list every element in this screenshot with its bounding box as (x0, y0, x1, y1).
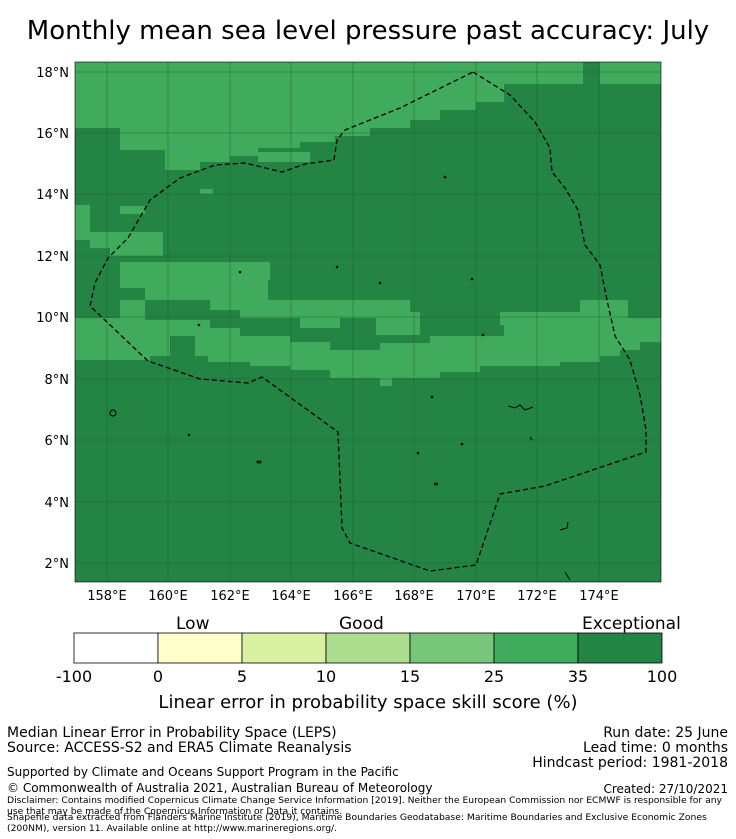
colorbar-tick: 25 (483, 667, 505, 686)
lat-tick-label: 4°N (45, 496, 70, 511)
colorbar-segment-15-25 (409, 632, 495, 664)
lat-tick-label: 10°N (36, 311, 69, 326)
lat-tick-label: 8°N (45, 373, 70, 388)
disclaimer: Disclaimer: Contains modified Copernicus… (7, 795, 722, 817)
skill-map: 18°N 16°N 14°N 12°N 10°N 8°N 6°N 4°N 2°N… (36, 61, 662, 604)
colorbar-tick: 5 (236, 667, 248, 686)
colorbar-tick: 0 (152, 667, 164, 686)
colorbar-category-low: Low (176, 614, 210, 634)
colorbar-segment-0-5 (157, 632, 243, 664)
good-patch-mid (258, 152, 310, 162)
map-panel: 18°N 16°N 14°N 12°N 10°N 8°N 6°N 4°N 2°N… (36, 61, 662, 604)
colorbar-segment-5-10 (241, 632, 327, 664)
colorbar-segment-25-35 (493, 632, 579, 664)
colorbar-tick: 35 (567, 667, 589, 686)
grid-lines (75, 62, 661, 582)
good-patch-ne (600, 62, 661, 84)
colorbar-tick: 10 (315, 667, 337, 686)
hindcast-period: Hindcast period: 1981-2018 (532, 755, 728, 771)
lon-tick-label: 158°E (87, 589, 127, 600)
metric-description: Median Linear Error in Probability Space… (7, 725, 337, 741)
lead-time: Lead time: 0 months (583, 740, 728, 756)
colorbar-tick: 100 (646, 667, 678, 686)
run-date: Run date: 25 June (603, 725, 728, 741)
map-raster (74, 61, 662, 583)
lon-tick-label: 162°E (210, 589, 250, 600)
lat-tick-label: 6°N (45, 434, 70, 449)
lat-tick-label: 18°N (36, 66, 69, 81)
lat-tick-label: 12°N (36, 250, 69, 265)
lon-tick-label: 168°E (394, 589, 434, 600)
islands (109, 175, 571, 581)
lat-tick-label: 2°N (45, 557, 70, 572)
created-date: Created: 27/10/2021 (603, 782, 728, 796)
lon-tick-label: 172°E (517, 589, 557, 600)
colorbar-segment-35-100 (577, 632, 663, 664)
lat-tick-label: 14°N (36, 188, 69, 203)
good-region-north-2 (75, 62, 360, 128)
lon-tick-label: 160°E (148, 589, 188, 600)
copyright-note: © Commonwealth of Australia 2021, Austra… (7, 781, 433, 795)
colorbar-title: Linear error in probability space skill … (158, 692, 578, 713)
colorbar-category-good: Good (339, 614, 384, 634)
colorbar (73, 632, 663, 664)
lon-tick-label: 166°E (333, 589, 373, 600)
colorbar-tick: -100 (55, 667, 93, 686)
page-title: Monthly mean sea level pressure past acc… (26, 16, 710, 46)
colorbar-tick: 15 (399, 667, 421, 686)
shapefile-credit: Shapefile data extracted from Flanders M… (7, 812, 707, 834)
colorbar-category-exceptional: Exceptional (582, 614, 681, 634)
eez-boundary (89, 71, 647, 572)
lat-axis: 18°N 16°N 14°N 12°N 10°N 8°N 6°N 4°N 2°N (36, 66, 69, 572)
good-patch-small (200, 189, 213, 194)
lon-tick-label: 164°E (271, 589, 311, 600)
lon-tick-label: 170°E (456, 589, 496, 600)
lon-tick-label: 174°E (579, 589, 619, 600)
lon-axis: 158°E 160°E 162°E 164°E 166°E 168°E 170°… (87, 589, 619, 604)
lat-tick-label: 16°N (36, 127, 69, 142)
map-frame (74, 61, 662, 583)
support-note: Supported by Climate and Oceans Support … (7, 765, 399, 779)
good-patch-west (75, 205, 163, 256)
data-source: Source: ACCESS-S2 and ERA5 Climate Reana… (7, 740, 352, 756)
colorbar-segment-neg100-0 (73, 632, 159, 664)
colorbar-segment-10-15 (325, 632, 411, 664)
